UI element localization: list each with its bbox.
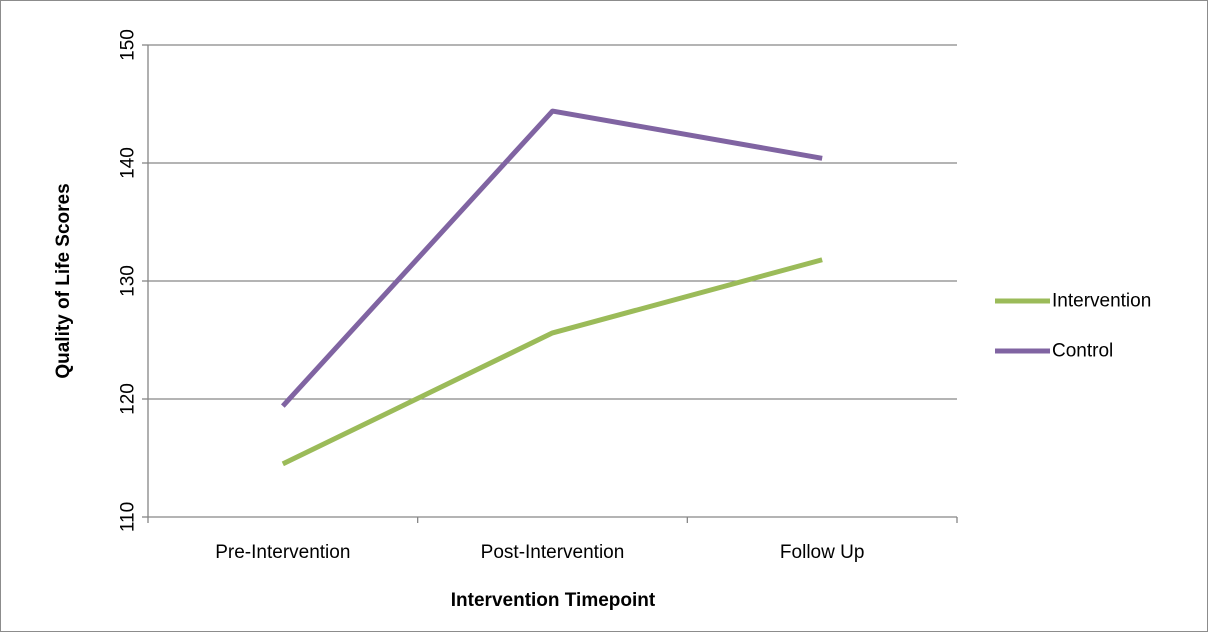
x-tick-label: Pre-Intervention — [215, 542, 350, 563]
x-tick-label: Post-Intervention — [481, 542, 625, 563]
y-tick-label: 150 — [118, 29, 139, 61]
x-axis-title: Intervention Timepoint — [451, 590, 656, 611]
series-line-intervention — [283, 260, 822, 464]
y-tick-label: 110 — [118, 502, 139, 532]
tick-labels: 110 120 130 140 150 Pre-Intervention Post-Inte… — [118, 29, 865, 563]
y-tick-label: 140 — [118, 147, 139, 179]
gridlines — [148, 45, 957, 399]
legend-label-control: Control — [1052, 341, 1113, 362]
series-line-control — [283, 111, 822, 406]
x-tick-label: Follow Up — [780, 542, 864, 563]
legend-label-intervention: Intervention — [1052, 291, 1151, 312]
series-lines — [283, 111, 823, 464]
legend: Intervention Control — [995, 291, 1151, 362]
y-axis-title: Quality of Life Scores — [53, 183, 74, 378]
y-tick-label: 120 — [118, 383, 139, 415]
y-tick-label: 130 — [118, 265, 139, 297]
